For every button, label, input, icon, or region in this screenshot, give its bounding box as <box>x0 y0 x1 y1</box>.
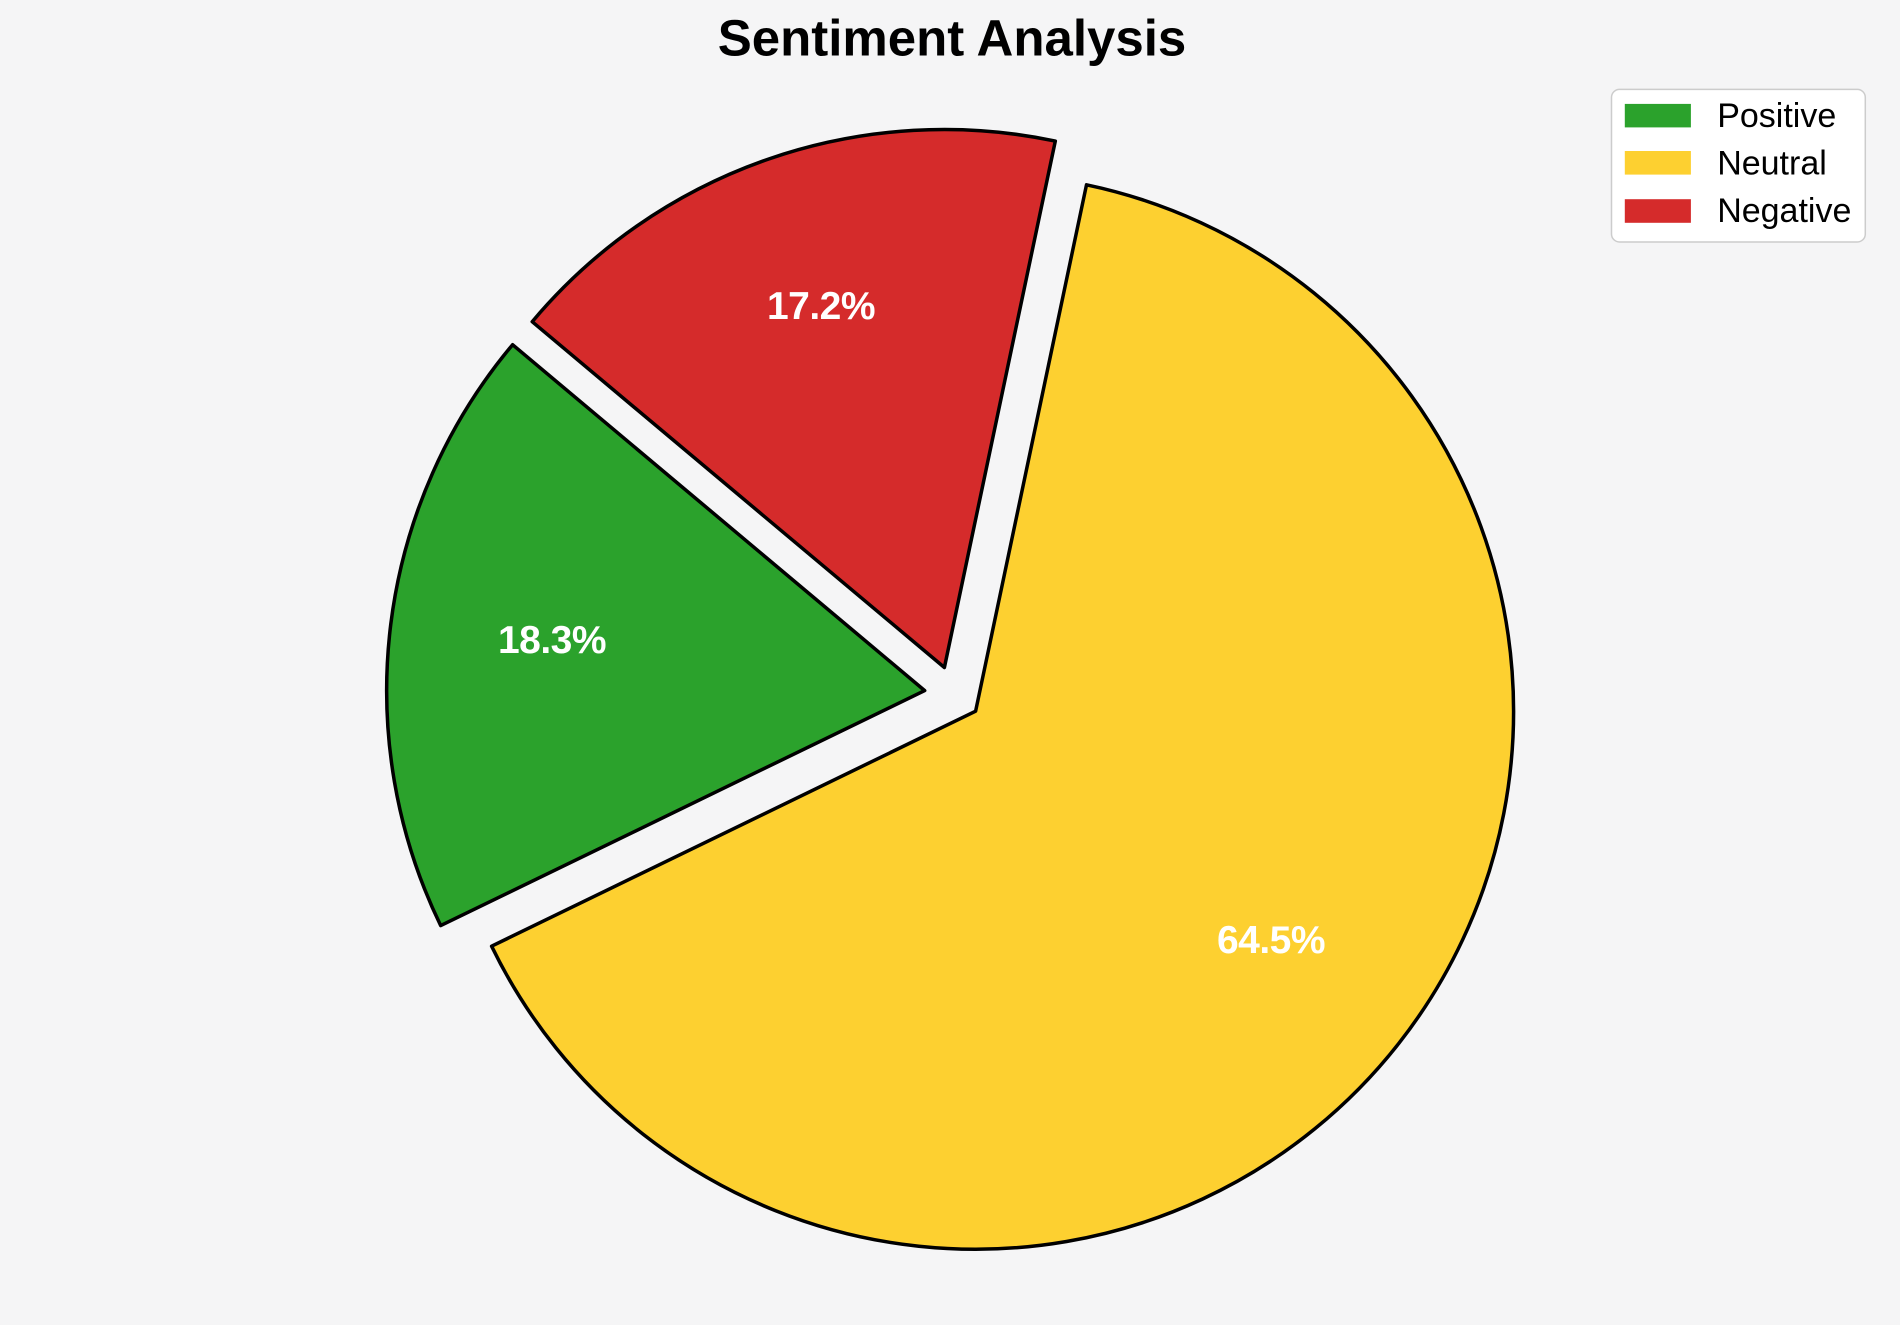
svg-text:18.3%: 18.3% <box>498 619 606 662</box>
svg-text:Negative: Negative <box>1717 192 1851 230</box>
svg-text:64.5%: 64.5% <box>1217 919 1325 962</box>
svg-text:Neutral: Neutral <box>1717 145 1827 183</box>
svg-text:Positive: Positive <box>1717 97 1836 135</box>
svg-text:Sentiment Analysis: Sentiment Analysis <box>718 10 1187 67</box>
svg-text:17.2%: 17.2% <box>767 285 875 328</box>
